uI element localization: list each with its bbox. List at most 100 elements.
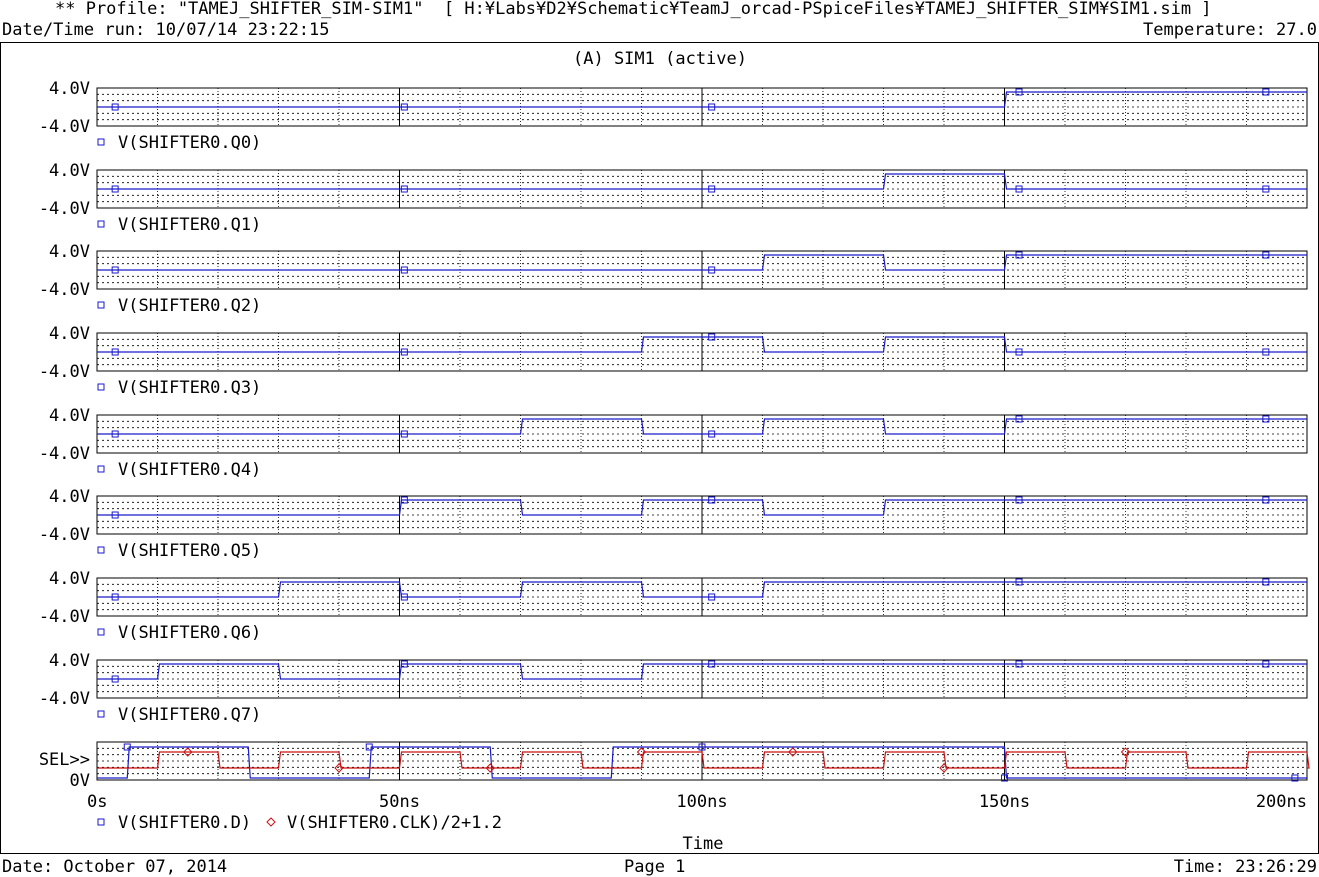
legend-marker — [97, 383, 105, 391]
data-point — [111, 348, 119, 356]
data-point — [698, 743, 706, 751]
data-point — [400, 496, 408, 504]
data-point — [111, 430, 119, 438]
data-point — [1262, 496, 1270, 504]
series-line — [97, 91, 1307, 108]
data-point — [708, 593, 716, 601]
data-point — [1015, 185, 1023, 193]
data-point — [788, 747, 798, 757]
y-tick-label: 4.0V — [49, 406, 90, 426]
data-point — [708, 266, 716, 274]
data-point — [400, 103, 408, 111]
data-point — [183, 747, 193, 757]
y-tick-label: 4.0V — [49, 79, 90, 99]
run-datetime: Date/Time run: 10/07/14 23:22:15 — [2, 20, 330, 40]
data-point — [1015, 578, 1023, 586]
data-point — [111, 511, 119, 519]
y-tick-label: 4.0V — [49, 569, 90, 589]
y-tick-label: 4.0V — [49, 651, 90, 671]
x-tick-label: 50ns — [379, 792, 420, 812]
data-point — [111, 103, 119, 111]
series-line — [97, 663, 1307, 680]
data-point — [1262, 660, 1270, 668]
x-tick-label: 200ns — [1256, 792, 1307, 812]
y-tick-label: -4.0V — [39, 689, 90, 709]
legend-label: V(SHIFTER0.CLK)/2+1.2 — [287, 813, 502, 833]
series-line — [97, 254, 1307, 271]
chart-title: (A) SIM1 (active) — [573, 49, 747, 69]
legend-label: V(SHIFTER0.Q1) — [118, 215, 261, 235]
legend-marker — [97, 465, 105, 473]
legend-label: V(SHIFTER0.Q7) — [118, 705, 261, 725]
data-point — [400, 348, 408, 356]
legend-marker — [97, 628, 105, 636]
x-tick-label: 100ns — [676, 792, 727, 812]
data-point — [111, 266, 119, 274]
data-point — [1262, 415, 1270, 423]
legend-label: V(SHIFTER0.Q0) — [118, 133, 261, 153]
data-point — [1120, 747, 1131, 757]
series-line — [97, 581, 1307, 598]
x-axis-label: Time — [683, 834, 724, 854]
y-tick-label: -4.0V — [39, 117, 90, 137]
y-tick-label: 4.0V — [49, 161, 90, 181]
series-line — [97, 336, 1307, 353]
footer-time: Time: 23:26:29 — [1173, 857, 1317, 877]
y-tick-label: -4.0V — [39, 280, 90, 300]
y-tick-label: 0V — [70, 771, 90, 791]
data-point — [939, 763, 949, 773]
data-point — [1291, 774, 1299, 782]
footer-page: Page 1 — [624, 857, 686, 877]
legend-label: V(SHIFTER0.D) — [118, 813, 251, 833]
legend-marker — [266, 817, 276, 827]
legend-label: V(SHIFTER0.Q2) — [118, 296, 261, 316]
data-point — [1015, 496, 1023, 504]
x-tick-label: 0s — [87, 792, 107, 812]
y-tick-label: 4.0V — [49, 242, 90, 262]
data-point — [708, 333, 716, 341]
data-point — [1262, 251, 1270, 259]
legend-label: V(SHIFTER0.Q5) — [118, 541, 261, 561]
data-point — [708, 430, 716, 438]
data-point — [708, 660, 716, 668]
data-point — [1262, 88, 1270, 96]
y-tick-label: -4.0V — [39, 199, 90, 219]
x-tick-label: 150ns — [979, 792, 1030, 812]
simulation-profile: ** Profile: "TAMEJ_SHIFTER_SIM-SIM1" [ H… — [55, 0, 1212, 19]
data-point — [400, 266, 408, 274]
data-point — [123, 743, 131, 751]
y-tick-label: -4.0V — [39, 607, 90, 627]
legend-marker — [97, 818, 105, 826]
y-tick-label: -4.0V — [39, 444, 90, 464]
legend-marker — [97, 138, 105, 146]
data-point — [1262, 578, 1270, 586]
data-point — [1015, 348, 1023, 356]
y-tick-label: -4.0V — [39, 362, 90, 382]
data-point — [636, 747, 647, 757]
legend-label: V(SHIFTER0.Q3) — [118, 378, 261, 398]
series-line-d — [97, 746, 1307, 779]
temperature-readout: Temperature: 27.0 — [1143, 20, 1317, 40]
series-line — [97, 173, 1307, 190]
data-point — [485, 763, 495, 773]
data-point — [400, 660, 408, 668]
legend-marker — [97, 546, 105, 554]
data-point — [400, 430, 408, 438]
data-point — [365, 743, 373, 751]
data-point — [1262, 348, 1270, 356]
data-point — [1015, 88, 1023, 96]
data-point — [1015, 251, 1023, 259]
data-point — [111, 593, 119, 601]
footer-date: Date: October 07, 2014 — [2, 857, 228, 877]
y-tick-label: -4.0V — [39, 525, 90, 545]
data-point — [708, 103, 716, 111]
y-tick-label: 4.0V — [49, 487, 90, 507]
legend-marker — [97, 301, 105, 309]
data-point — [1015, 660, 1023, 668]
data-point — [111, 675, 119, 683]
legend-marker — [97, 220, 105, 228]
data-point — [708, 496, 716, 504]
data-point — [1001, 774, 1008, 782]
series-line-clk — [97, 751, 1310, 769]
